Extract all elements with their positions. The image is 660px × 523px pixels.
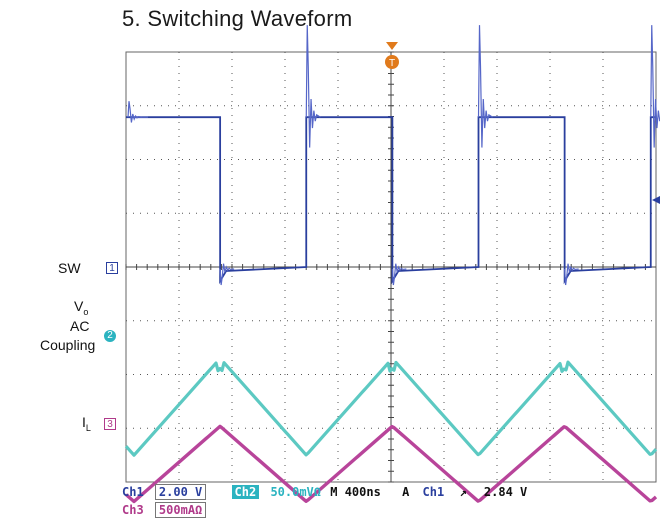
- ch2-marker: 2: [104, 330, 116, 342]
- sw-ringing: [127, 25, 660, 286]
- ringing-spike: [650, 25, 660, 148]
- ch2-name: Ch2: [231, 485, 260, 499]
- ringing-spike: [219, 263, 235, 286]
- ch1-scale: 2.00 V: [154, 484, 207, 500]
- label-il-main: I: [82, 414, 86, 430]
- status-row-1: Ch1 2.00 V Ch2 50.0mVΩ M 400ns A Ch1 ↗ 2…: [122, 484, 528, 500]
- ringing-spike: [127, 101, 143, 123]
- ringing-spike: [305, 25, 321, 148]
- page-title: 5. Switching Waveform: [122, 6, 353, 31]
- label-vo: Vo: [74, 298, 88, 317]
- label-il-sub: L: [85, 422, 91, 433]
- trace-il: [124, 424, 658, 504]
- trigger-level: 2.84 V: [483, 485, 528, 499]
- ringing-spike: [391, 263, 407, 286]
- label-vo-sub: o: [83, 306, 89, 317]
- trigger-marker: T: [385, 42, 399, 69]
- trigger-label: T: [389, 58, 395, 69]
- label-sw: SW: [58, 260, 81, 276]
- ch2-scale: 50.0mVΩ: [270, 485, 322, 499]
- ch1-marker: 1: [106, 262, 118, 274]
- ringing-spike: [477, 25, 493, 148]
- trace-sw: [126, 116, 656, 285]
- ch3-marker: 3: [104, 418, 116, 430]
- label-vo-main: V: [74, 298, 84, 314]
- trigger-mode: A: [402, 485, 410, 499]
- label-ac: AC: [70, 318, 90, 334]
- status-row-2: Ch3 500mAΩ: [122, 502, 207, 518]
- trace-vo: [124, 360, 658, 457]
- trigger-source: Ch1: [422, 485, 445, 499]
- label-coupling: Coupling: [40, 337, 96, 353]
- trigger-slope-icon: ↗: [459, 485, 467, 499]
- ch1-name: Ch1: [122, 485, 144, 499]
- ch3-scale: 500mAΩ: [154, 502, 207, 518]
- label-il: IL: [82, 414, 91, 433]
- ringing-spike: [564, 263, 579, 286]
- trigger-level-marker: [652, 196, 660, 204]
- timebase: M 400ns: [330, 485, 381, 499]
- ch3-name: Ch3: [122, 503, 144, 517]
